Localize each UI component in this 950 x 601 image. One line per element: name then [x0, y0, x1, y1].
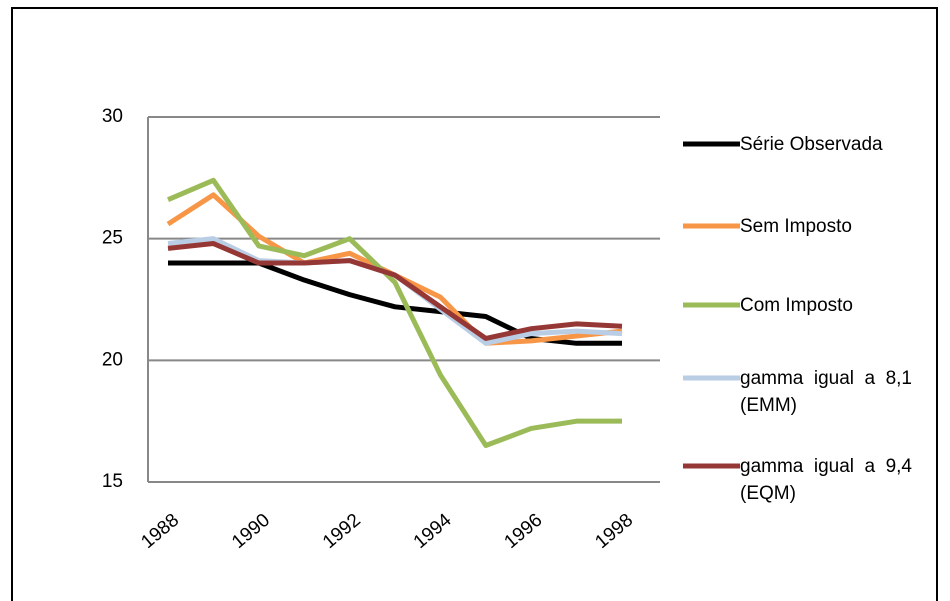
- y-tick-label: 25: [102, 228, 123, 249]
- legend-label: gamma igual a 9,4 (EQM): [740, 456, 912, 504]
- x-tick-label: 1992: [319, 510, 365, 553]
- y-tick-label: 30: [102, 106, 123, 127]
- y-tick-label: 15: [102, 471, 123, 492]
- x-tick-label: 1990: [228, 510, 274, 553]
- x-tick-label: 1994: [410, 509, 456, 553]
- legend-label: Série Observada: [740, 134, 883, 155]
- series-line: [167, 177, 622, 448]
- chart-border: [11, 7, 938, 601]
- series-line: [167, 241, 623, 341]
- x-tick-label: 1988: [137, 510, 183, 553]
- x-tick-label: 1998: [591, 510, 637, 553]
- legend-label: Sem Imposto: [740, 216, 852, 237]
- y-tick-label: 20: [102, 349, 123, 370]
- legend-label: gamma igual a 8,1 (EMM): [740, 368, 912, 416]
- x-tick-label: 1996: [501, 510, 547, 553]
- legend-label: Com Imposto: [740, 295, 853, 316]
